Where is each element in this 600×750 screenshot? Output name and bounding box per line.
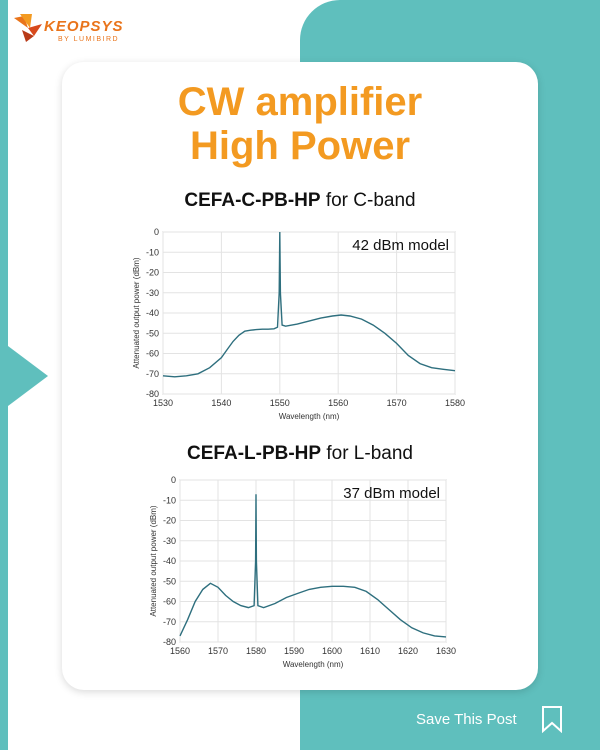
x-tick-label: 1630 [436, 646, 456, 656]
x-tick-label: 1600 [322, 646, 342, 656]
x-axis-label: Wavelength (nm) [279, 412, 340, 421]
y-tick-label: 0 [154, 227, 159, 237]
model-annotation: 42 dBm model [352, 237, 449, 254]
y-axis-label: Attenuated output power (dBm) [132, 257, 141, 369]
y-tick-label: -30 [146, 288, 159, 298]
chart-2-heading: CEFA-L-PB-HP for L-band [0, 443, 600, 465]
y-tick-label: -80 [163, 637, 176, 647]
x-tick-label: 1580 [445, 398, 465, 408]
left-arrow-decoration [0, 340, 48, 412]
chart-1-heading-model: CEFA-C-PB-HP [184, 190, 321, 211]
y-tick-label: -30 [163, 536, 176, 546]
y-tick-label: -20 [146, 268, 159, 278]
model-annotation: 37 dBm model [343, 485, 440, 502]
y-tick-label: -40 [146, 308, 159, 318]
chart-1-heading: CEFA-C-PB-HP for C-band [0, 190, 600, 212]
x-tick-label: 1610 [360, 646, 380, 656]
x-tick-label: 1560 [170, 646, 190, 656]
y-tick-label: -70 [163, 617, 176, 627]
save-post-label[interactable]: Save This Post [416, 711, 517, 728]
brand-logo: KEOPSYS BY LUMIBIRD [10, 12, 150, 48]
chart-2-heading-model: CEFA-L-PB-HP [187, 443, 322, 464]
title-line-2: High Power [189, 124, 411, 168]
x-tick-label: 1560 [328, 398, 348, 408]
x-tick-label: 1540 [211, 398, 231, 408]
x-axis-label: Wavelength (nm) [283, 660, 344, 669]
x-tick-label: 1570 [208, 646, 228, 656]
y-tick-label: 0 [171, 475, 176, 485]
chart-c-band: 1530 1540 1550 1560 1570 1580 0 -10 -20 -30 -40 -50… [132, 227, 465, 421]
y-tick-label: -60 [146, 349, 159, 359]
x-tick-label: 1550 [270, 398, 290, 408]
bookmark-icon[interactable] [540, 705, 564, 733]
y-tick-label: -80 [146, 389, 159, 399]
x-tick-label: 1590 [284, 646, 304, 656]
x-tick-label: 1580 [246, 646, 266, 656]
x-tick-label: 1620 [398, 646, 418, 656]
bird-logo-icon [14, 14, 42, 42]
logo-subtext: BY LUMIBIRD [58, 36, 120, 43]
title-line-1: CW amplifier [177, 80, 423, 124]
y-axis-label: Attenuated output power (dBm) [149, 505, 158, 617]
logo-text: KEOPSYS [44, 18, 124, 35]
chart-1-heading-band: for C-band [320, 190, 416, 211]
y-tick-label: -10 [146, 247, 159, 257]
chart-l-band: 1560 1570 1580 1590 1600 1610 1620 1630 0 -10 -20 -… [149, 475, 456, 669]
y-tick-label: -50 [163, 576, 176, 586]
chart-2-heading-band: for L-band [321, 443, 413, 464]
x-tick-label: 1570 [387, 398, 407, 408]
y-tick-label: -60 [163, 597, 176, 607]
x-tick-label: 1530 [153, 398, 173, 408]
y-tick-label: -70 [146, 369, 159, 379]
series-line [179, 494, 447, 638]
y-tick-label: -40 [163, 556, 176, 566]
y-tick-label: -50 [146, 328, 159, 338]
series-line [162, 231, 456, 378]
y-tick-label: -10 [163, 495, 176, 505]
y-tick-label: -20 [163, 516, 176, 526]
